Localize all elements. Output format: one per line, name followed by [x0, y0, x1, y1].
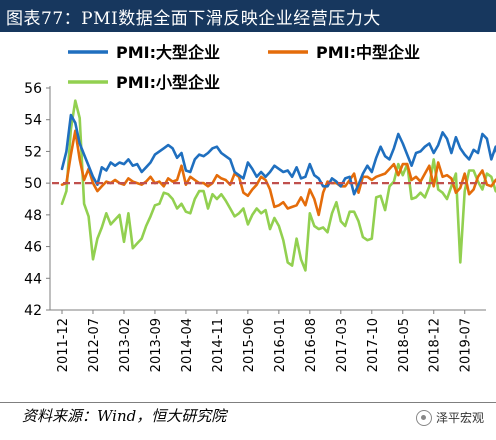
x-tick-label: 2016-08 — [304, 318, 319, 372]
y-tick-label: 46 — [24, 240, 42, 256]
x-tick-label: 2014-04 — [180, 318, 195, 372]
watermark-text: 泽平宏观 — [435, 411, 484, 425]
x-tick-label: 2011-12 — [56, 318, 71, 372]
x-tick-label: 2018-12 — [428, 318, 443, 372]
x-tick-label: 2013-09 — [149, 318, 164, 372]
x-tick-label: 2015-06 — [242, 318, 257, 372]
y-tick-label: 50 — [24, 176, 42, 192]
y-tick-label: 54 — [24, 113, 42, 129]
y-tick-label: 48 — [24, 208, 42, 224]
legend-small-label: PMI:小型企业 — [116, 73, 220, 92]
source-note: 资料来源：Wind，恒大研究院 — [22, 407, 227, 425]
legend-medium-label: PMI:中型企业 — [316, 43, 420, 62]
y-tick-label: 42 — [24, 303, 42, 319]
x-tick-label: 2016-01 — [273, 318, 288, 372]
y-tick-label: 52 — [24, 144, 42, 160]
wechat-icon — [415, 409, 432, 426]
y-tick-label: 56 — [24, 81, 42, 97]
chart-title: 图表77：PMI数据全面下滑反映企业经营压力大 — [6, 9, 381, 29]
source-divider — [0, 402, 496, 403]
small-enterprise-line — [60, 99, 496, 272]
large-enterprise-line — [60, 113, 496, 196]
pmi-line-chart: 42 44 46 48 50 52 54 56 2011-12 2012-07 2013-02 201… — [24, 43, 496, 372]
legend-large-label: PMI:大型企业 — [116, 43, 220, 62]
y-tick-label: 44 — [24, 271, 42, 287]
title-bar: 图表77：PMI数据全面下滑反映企业经营压力大 — [0, 0, 496, 32]
x-tick-label: 2014-11 — [211, 318, 226, 372]
x-tick-label: 2013-02 — [118, 318, 133, 372]
watermark: 泽平宏观 — [415, 409, 484, 426]
medium-enterprise-line — [60, 129, 496, 217]
x-tick-label: 2017-10 — [366, 318, 381, 372]
x-tick-label: 2018-05 — [397, 318, 412, 372]
x-tick-label: 2017-03 — [335, 318, 350, 372]
x-tick-label: 2012-07 — [87, 318, 102, 372]
x-tick-label: 2019-07 — [459, 318, 474, 372]
